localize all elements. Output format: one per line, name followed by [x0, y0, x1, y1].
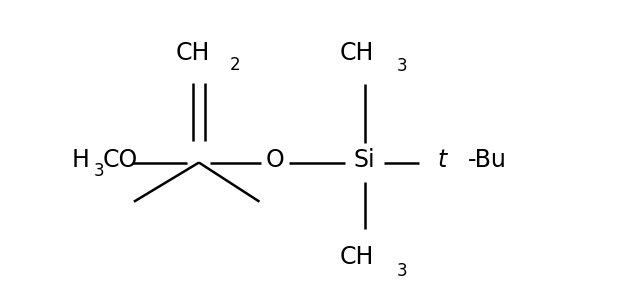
- Text: 2: 2: [230, 56, 241, 74]
- Text: 3: 3: [93, 162, 104, 180]
- Text: O: O: [266, 147, 285, 171]
- Text: CH: CH: [340, 245, 374, 269]
- Text: 3: 3: [396, 262, 407, 280]
- Text: CH: CH: [340, 41, 374, 64]
- Text: -Bu: -Bu: [467, 147, 506, 171]
- Text: t: t: [438, 147, 447, 171]
- Text: CO: CO: [103, 147, 138, 171]
- Text: H: H: [72, 147, 90, 171]
- Text: 3: 3: [396, 57, 407, 75]
- Text: Si: Si: [354, 147, 376, 171]
- Text: CH: CH: [175, 41, 210, 64]
